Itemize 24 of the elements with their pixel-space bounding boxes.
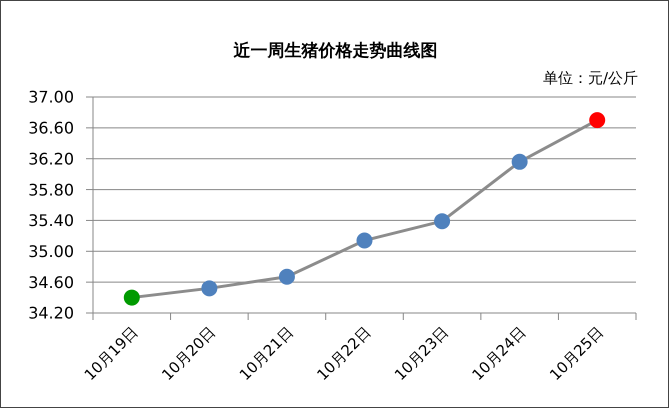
x-tick-label: 10月19日 xyxy=(80,323,142,384)
x-tick-label: 10月25日 xyxy=(546,323,608,384)
x-tick-label: 10月23日 xyxy=(390,323,452,384)
point xyxy=(434,213,450,230)
y-tick-label: 36.20 xyxy=(28,149,74,168)
y-tick-label: 34.20 xyxy=(28,304,74,323)
y-tick-label: 35.00 xyxy=(28,242,74,261)
x-tick-label: 10月22日 xyxy=(313,323,374,384)
x-tick-label: 10月24日 xyxy=(468,323,530,384)
point xyxy=(512,154,528,170)
y-tick-label: 35.80 xyxy=(28,180,74,200)
y-axis-title: 单位：元/公斤 xyxy=(542,69,638,88)
x-tick-label: 10月20日 xyxy=(158,323,220,384)
chart-title: 近一周生猪价格走势曲线图 xyxy=(232,40,438,62)
y-tick-label: 37.00 xyxy=(28,88,74,107)
y-tick-label: 35.40 xyxy=(28,211,74,230)
point xyxy=(201,280,218,296)
point xyxy=(278,268,295,285)
point xyxy=(124,290,140,306)
y-tick-label: 34.60 xyxy=(28,272,74,292)
point xyxy=(589,112,606,128)
y-tick-label: 36.60 xyxy=(28,118,74,138)
point xyxy=(356,232,372,248)
x-tick-label: 10月21日 xyxy=(236,323,297,384)
